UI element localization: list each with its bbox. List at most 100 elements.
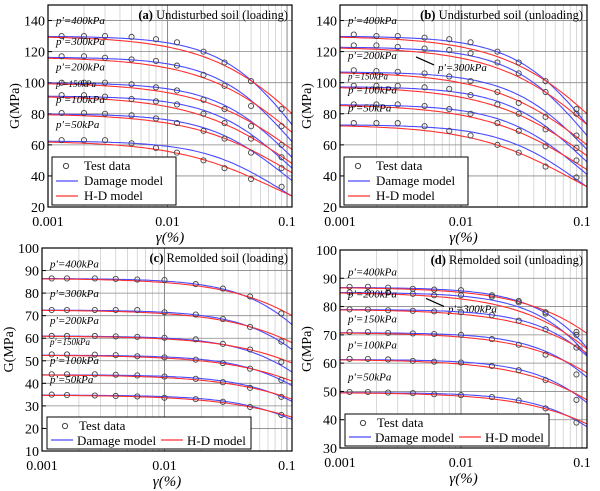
test-data-point [134, 306, 141, 314]
legend-label: H-D model [376, 188, 435, 203]
x-tick-label: 0.1 [278, 215, 296, 230]
x-tick-label: 0.001 [32, 215, 64, 230]
test-data-point [542, 377, 549, 384]
damage-model-curve [340, 104, 588, 175]
damage-model-curve [48, 56, 293, 143]
x-tick-label: 0.01 [449, 456, 474, 471]
test-data-point [573, 157, 580, 164]
y-tick-label: 50 [323, 385, 337, 400]
test-data-point [373, 82, 380, 89]
test-data-point [278, 310, 285, 317]
test-data-point [421, 45, 428, 52]
test-data-point [494, 141, 501, 148]
y-tick-label: 60 [323, 357, 337, 372]
y-tick-label: 50 [25, 355, 39, 370]
series-label: p'=200kPa [49, 315, 99, 327]
x-tick-label: 0.01 [152, 459, 177, 474]
test-data-point [346, 328, 353, 336]
panel-title: (b) Undisturbed soil (unloading) [420, 8, 583, 22]
grid [47, 5, 292, 208]
panel-tag: (d) [431, 253, 449, 267]
test-data-point [134, 393, 141, 400]
x-axis-label: γ(%) [449, 230, 477, 246]
test-data-point [515, 367, 522, 374]
test-data-point [101, 93, 109, 100]
test-data-point [573, 144, 580, 152]
panel-title-text: Remolded soil (loading) [166, 251, 288, 265]
test-data-point [515, 317, 522, 324]
hd-model-curve [42, 278, 293, 317]
panel-title: (c) Remolded soil (loading) [149, 251, 288, 265]
y-tick-label: 80 [25, 287, 39, 302]
test-data-point [573, 328, 580, 336]
test-data-point [128, 81, 135, 88]
y-tick-label: 60 [31, 139, 45, 154]
test-data-point [221, 82, 228, 89]
test-data-point [394, 43, 401, 51]
series-label: p'=100kPa [347, 339, 397, 351]
damage-model-curve [47, 140, 293, 197]
test-data-point [515, 341, 522, 348]
hd-model-curve [339, 87, 588, 157]
panel-tag: (b) [420, 8, 438, 22]
test-data-point [173, 39, 181, 46]
test-data-point [219, 315, 226, 323]
legend-label: H-D model [485, 430, 544, 445]
legend-marker-test [62, 162, 70, 170]
test-data-point [63, 392, 71, 399]
hd-model-curve [48, 83, 293, 150]
y-tick-label: 30 [323, 442, 337, 457]
test-data-point [91, 392, 98, 399]
test-data-point [219, 398, 226, 405]
legend-marker-test [359, 419, 367, 427]
series-label: p'=100kPa [347, 84, 397, 96]
x-axis-label: γ(%) [449, 471, 477, 487]
test-data-point [515, 397, 522, 404]
test-data-point [573, 110, 580, 117]
test-data-point [373, 67, 380, 75]
test-data-point [421, 102, 428, 110]
test-data-point [364, 355, 371, 362]
test-data-point [173, 120, 181, 127]
series-label: p'=400kPa [55, 15, 105, 27]
legend-label: H-D model [187, 433, 246, 448]
x-axis-label: γ(%) [153, 474, 181, 490]
test-data-point [80, 137, 88, 144]
test-data-point [200, 157, 207, 164]
test-data-point [431, 330, 438, 338]
test-data-point [152, 98, 159, 105]
test-data-point [446, 127, 453, 134]
test-data-point [409, 290, 416, 297]
hd-model-curve [339, 36, 588, 115]
test-data-point [134, 276, 141, 283]
test-data-point [467, 110, 474, 117]
test-data-point [173, 62, 181, 69]
test-data-point [192, 396, 199, 403]
test-data-point [457, 331, 465, 338]
test-data-point [219, 285, 226, 292]
x-tick-label: 0.1 [278, 459, 296, 474]
test-data-point [494, 88, 501, 96]
test-data-point [278, 393, 285, 400]
test-data-point [515, 59, 522, 66]
test-data-point [515, 110, 522, 117]
test-data-point [364, 328, 371, 336]
plot-frame [47, 4, 293, 208]
y-tick-label: 20 [25, 422, 39, 437]
test-data-point [350, 67, 357, 74]
test-data-point [247, 365, 254, 372]
test-data-point [278, 106, 285, 113]
test-data-point [350, 120, 357, 127]
test-data-point [128, 56, 135, 63]
test-data-point [161, 394, 168, 401]
test-data-point [446, 106, 453, 113]
x-tick-label: 0.001 [324, 456, 356, 471]
legend-label: Test data [377, 415, 424, 430]
test-data-point [446, 36, 453, 43]
y-axis-label: G(MPa) [300, 83, 315, 129]
test-data-point [573, 419, 580, 426]
test-data-point [247, 293, 254, 300]
y-tick-label: 30 [25, 400, 39, 415]
y-axis-label: G(MPa) [300, 326, 315, 372]
